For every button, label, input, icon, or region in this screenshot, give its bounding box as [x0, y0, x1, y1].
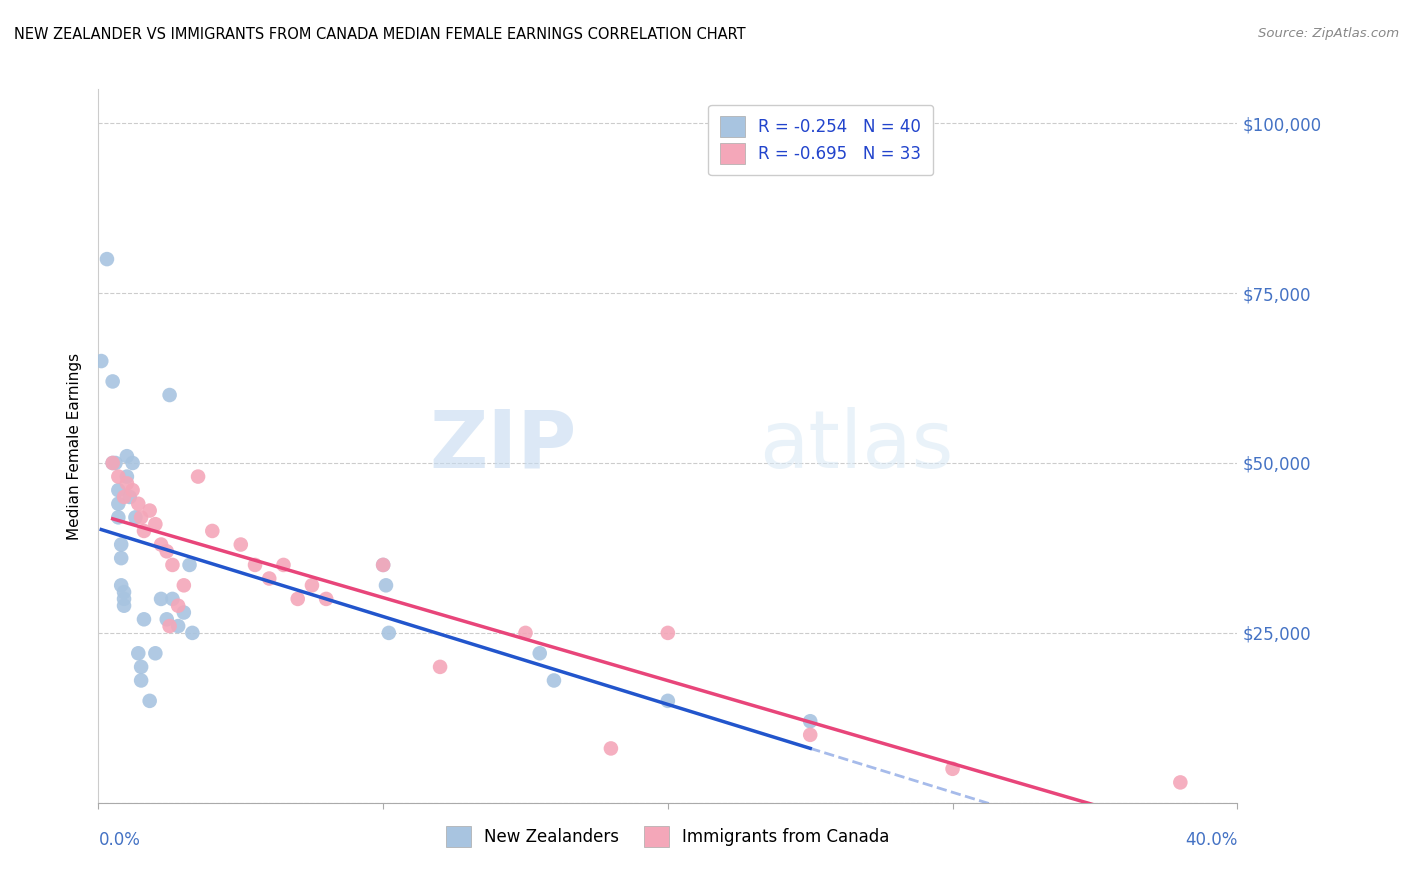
- Point: [181, 626, 204, 640]
- Point: [90, 354, 112, 368]
- Point: [115, 449, 138, 463]
- Point: [121, 456, 143, 470]
- Point: [127, 646, 149, 660]
- Point: [799, 714, 821, 729]
- Point: [101, 456, 124, 470]
- Point: [375, 578, 398, 592]
- Point: [162, 558, 184, 572]
- Point: [162, 591, 184, 606]
- Point: [167, 599, 190, 613]
- Point: [179, 558, 201, 572]
- Point: [107, 483, 129, 498]
- Text: atlas: atlas: [759, 407, 953, 485]
- Point: [159, 388, 181, 402]
- Point: [132, 524, 155, 538]
- Point: [138, 503, 160, 517]
- Point: [104, 456, 127, 470]
- Point: [429, 660, 451, 674]
- Point: [112, 585, 135, 599]
- Point: [1170, 775, 1192, 789]
- Point: [173, 578, 195, 592]
- Point: [124, 510, 146, 524]
- Point: [156, 544, 179, 558]
- Point: [115, 476, 138, 491]
- Point: [107, 469, 129, 483]
- Point: [229, 537, 252, 551]
- Point: [115, 469, 138, 483]
- Point: [942, 762, 965, 776]
- Text: NEW ZEALANDER VS IMMIGRANTS FROM CANADA MEDIAN FEMALE EARNINGS CORRELATION CHART: NEW ZEALANDER VS IMMIGRANTS FROM CANADA …: [14, 27, 745, 42]
- Point: [150, 537, 173, 551]
- Text: ZIP: ZIP: [429, 407, 576, 485]
- Point: [273, 558, 295, 572]
- Text: Source: ZipAtlas.com: Source: ZipAtlas.com: [1258, 27, 1399, 40]
- Point: [373, 558, 395, 572]
- Point: [101, 456, 124, 470]
- Point: [173, 606, 195, 620]
- Point: [600, 741, 623, 756]
- Point: [132, 612, 155, 626]
- Point: [287, 591, 309, 606]
- Point: [529, 646, 551, 660]
- Point: [112, 599, 135, 613]
- Point: [167, 619, 190, 633]
- Point: [112, 591, 135, 606]
- Point: [515, 626, 537, 640]
- Point: [150, 591, 173, 606]
- Point: [129, 510, 152, 524]
- Point: [118, 490, 141, 504]
- Point: [657, 626, 679, 640]
- Point: [159, 619, 181, 633]
- Point: [187, 469, 209, 483]
- Point: [107, 510, 129, 524]
- Point: [107, 497, 129, 511]
- Point: [373, 558, 395, 572]
- Point: [145, 517, 167, 532]
- Point: [138, 694, 160, 708]
- Point: [112, 490, 135, 504]
- Point: [110, 551, 132, 566]
- Point: [129, 660, 152, 674]
- Point: [657, 694, 679, 708]
- Text: 40.0%: 40.0%: [1185, 831, 1237, 849]
- Point: [110, 578, 132, 592]
- Point: [315, 591, 337, 606]
- Point: [378, 626, 401, 640]
- Point: [121, 483, 143, 498]
- Point: [259, 572, 281, 586]
- Y-axis label: Median Female Earnings: Median Female Earnings: [67, 352, 83, 540]
- Point: [243, 558, 266, 572]
- Point: [96, 252, 118, 266]
- Point: [799, 728, 821, 742]
- Point: [110, 537, 132, 551]
- Text: 0.0%: 0.0%: [98, 831, 141, 849]
- Legend: New Zealanders, Immigrants from Canada: New Zealanders, Immigrants from Canada: [437, 818, 898, 855]
- Point: [127, 497, 149, 511]
- Point: [101, 375, 124, 389]
- Point: [543, 673, 565, 688]
- Point: [145, 646, 167, 660]
- Point: [156, 612, 179, 626]
- Point: [129, 673, 152, 688]
- Point: [301, 578, 323, 592]
- Point: [201, 524, 224, 538]
